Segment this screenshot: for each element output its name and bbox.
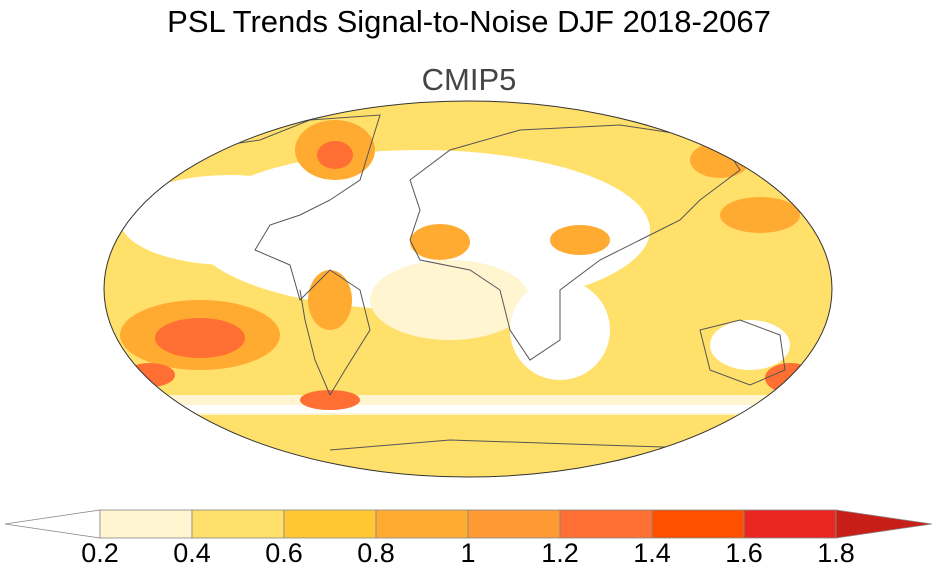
colorbar-tick-label: 0.4 <box>173 538 211 568</box>
colorbar-bin <box>191 509 285 539</box>
colorbar-bin <box>375 509 469 539</box>
map-border <box>103 100 833 478</box>
plot-title: PSL Trends Signal-to-Noise DJF 2018-2067 <box>167 4 771 39</box>
colorbar-tick-label: 1.8 <box>817 538 855 568</box>
colorbar-bin <box>4 509 101 539</box>
colorbar-tick-label: 1.4 <box>633 538 671 568</box>
colorbar-tick-label: 0.2 <box>81 538 119 568</box>
colorbar-tick-label: 1.2 <box>541 538 579 568</box>
colorbar-bin <box>99 509 193 539</box>
colorbar <box>4 509 933 539</box>
colorbar-bin <box>835 509 933 539</box>
colorbar-bin <box>283 509 377 539</box>
colorbar-bin <box>467 509 561 539</box>
colorbar-tick-label: 1 <box>460 538 476 568</box>
colorbar-bin <box>559 509 653 539</box>
world-map <box>103 100 833 478</box>
colorbar-bin <box>743 509 837 539</box>
colorbar-tick-label: 0.6 <box>265 538 303 568</box>
colorbar-tick-label: 0.8 <box>357 538 395 568</box>
colorbar-bin <box>651 509 745 539</box>
colorbar-tick-label: 1.6 <box>725 538 763 568</box>
panel-title: CMIP5 <box>421 62 517 97</box>
